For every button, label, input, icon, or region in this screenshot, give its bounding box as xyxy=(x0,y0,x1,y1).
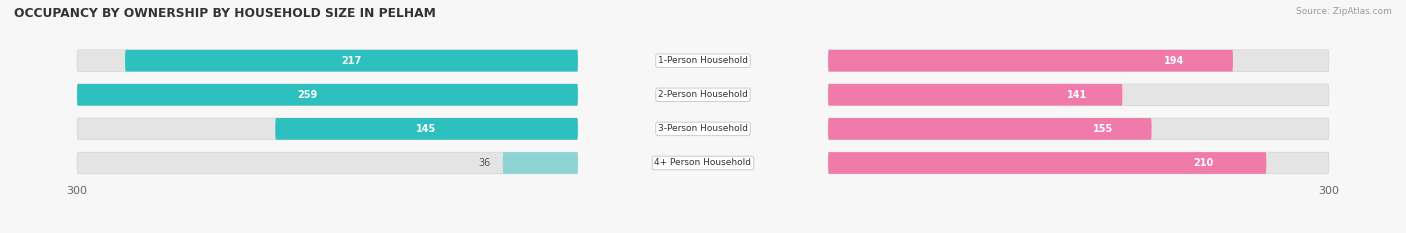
FancyBboxPatch shape xyxy=(77,118,578,140)
Text: 3-Person Household: 3-Person Household xyxy=(658,124,748,133)
FancyBboxPatch shape xyxy=(125,50,578,72)
Text: 2-Person Household: 2-Person Household xyxy=(658,90,748,99)
Text: OCCUPANCY BY OWNERSHIP BY HOUSEHOLD SIZE IN PELHAM: OCCUPANCY BY OWNERSHIP BY HOUSEHOLD SIZE… xyxy=(14,7,436,20)
Text: 155: 155 xyxy=(1092,124,1112,134)
FancyBboxPatch shape xyxy=(828,84,1329,106)
FancyBboxPatch shape xyxy=(828,118,1152,140)
Text: 210: 210 xyxy=(1194,158,1213,168)
Text: 36: 36 xyxy=(478,158,491,168)
Text: 145: 145 xyxy=(416,124,437,134)
FancyBboxPatch shape xyxy=(503,152,578,174)
FancyBboxPatch shape xyxy=(828,50,1329,72)
FancyBboxPatch shape xyxy=(828,50,1233,72)
Text: Source: ZipAtlas.com: Source: ZipAtlas.com xyxy=(1296,7,1392,16)
FancyBboxPatch shape xyxy=(828,152,1267,174)
FancyBboxPatch shape xyxy=(828,118,1329,140)
Text: 194: 194 xyxy=(1164,56,1184,66)
FancyBboxPatch shape xyxy=(77,84,578,106)
Text: 1-Person Household: 1-Person Household xyxy=(658,56,748,65)
FancyBboxPatch shape xyxy=(276,118,578,140)
Text: 141: 141 xyxy=(1067,90,1087,100)
FancyBboxPatch shape xyxy=(77,152,578,174)
FancyBboxPatch shape xyxy=(828,84,1122,106)
Text: 4+ Person Household: 4+ Person Household xyxy=(655,158,751,168)
Text: 217: 217 xyxy=(342,56,361,66)
FancyBboxPatch shape xyxy=(77,84,578,106)
Text: 259: 259 xyxy=(298,90,318,100)
FancyBboxPatch shape xyxy=(77,50,578,72)
FancyBboxPatch shape xyxy=(828,152,1329,174)
